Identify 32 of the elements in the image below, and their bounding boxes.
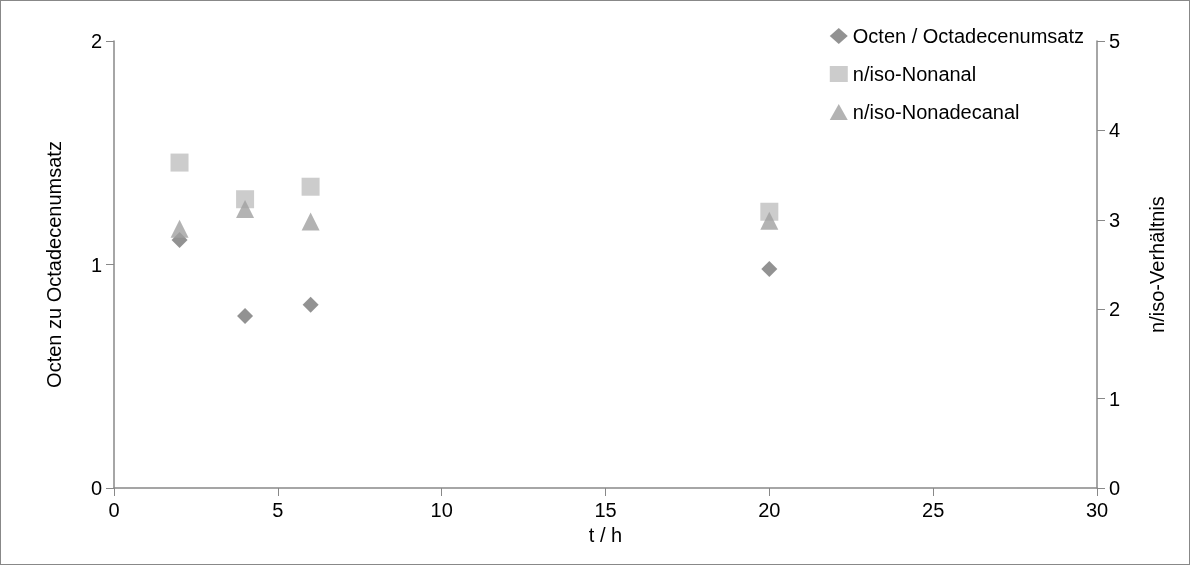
point [302,296,319,313]
y-tick-label: 2 [90,30,102,52]
y2-tick-label: 4 [1109,119,1121,142]
x-tick-label: 5 [272,499,284,521]
y2-tick-label: 0 [1109,477,1121,499]
x-tick-label: 15 [594,499,617,521]
point [761,260,778,277]
point [760,211,779,230]
point [301,212,320,231]
point [237,307,254,324]
x-tick-label: 0 [108,499,120,521]
y-tick-label: 1 [90,253,102,276]
legend-label: n/iso-Nonadecanal [852,101,1020,123]
y-axis-title: Octen zu Octadecenumsatz [43,141,65,388]
point [170,219,189,238]
x-tick-label: 10 [430,499,453,521]
x-tick-label: 30 [1085,499,1109,521]
y2-tick-label: 3 [1109,208,1121,231]
y-tick-label: 0 [90,477,102,499]
point [170,153,189,172]
legend-label: n/iso-Nonanal [852,63,977,85]
point [236,200,255,219]
y2-axis-title: n/iso-Verhältnis [1146,196,1168,333]
point [236,190,255,209]
y2-tick-label: 1 [1109,387,1121,410]
y2-tick-label: 2 [1109,298,1121,321]
y2-tick-label: 5 [1109,30,1121,52]
legend-label: Octen / Octadecenumsatz [852,25,1085,47]
x-tick-label: 20 [758,499,781,521]
x-axis-title: t / h [588,523,623,546]
point [301,177,320,196]
x-tick-label: 25 [922,499,945,521]
